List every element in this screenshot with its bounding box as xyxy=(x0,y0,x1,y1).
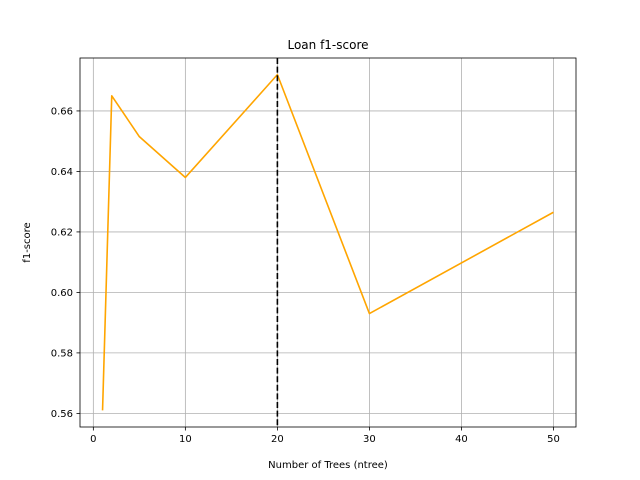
series-layer xyxy=(101,73,554,411)
x-tick-label: 20 xyxy=(271,434,284,445)
x-axis-label: Number of Trees (ntree) xyxy=(268,460,388,471)
plot-frame xyxy=(79,57,577,428)
f1-score-line xyxy=(101,73,554,411)
y-tick-label: 0.56 xyxy=(51,409,73,420)
y-tick-label: 0.58 xyxy=(51,348,73,359)
y-tick-label: 0.66 xyxy=(51,106,73,117)
y-axis-label: f1-score xyxy=(22,222,33,262)
y-tick-label: 0.64 xyxy=(51,167,73,178)
chart-title: Loan f1-score xyxy=(287,38,368,52)
x-tick-label: 30 xyxy=(363,434,376,445)
y-tick-label: 0.60 xyxy=(51,288,73,299)
x-tick-label: 10 xyxy=(179,434,192,445)
x-tick-label: 40 xyxy=(455,434,468,445)
x-tick-label: 50 xyxy=(547,434,560,445)
x-tick-label: 0 xyxy=(90,434,96,445)
axis-ticks: 0 10 20 30 40 50 0.56 0.58 0.60 0.62 0.64 0.66 xyxy=(51,106,560,445)
y-tick-label: 0.62 xyxy=(51,227,73,238)
